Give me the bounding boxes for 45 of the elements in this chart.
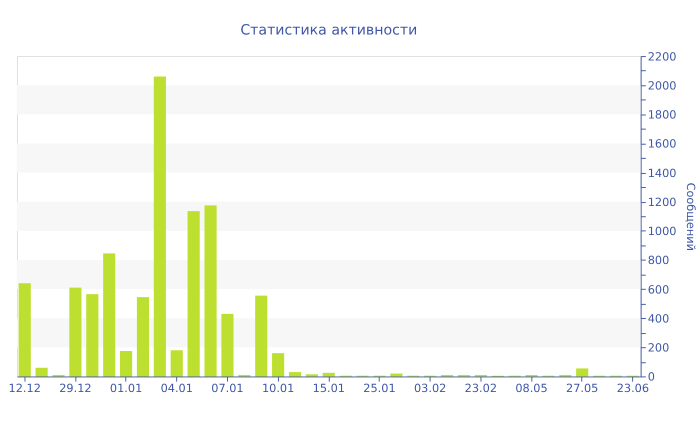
y-tick-label: 1200 — [648, 196, 676, 209]
y-tick-label: 800 — [648, 254, 670, 268]
x-tick-label: 27.05 — [566, 382, 598, 395]
y-tick-label: 0 — [648, 370, 655, 384]
y-tick-label: 1600 — [648, 138, 676, 151]
y-tick-label: 400 — [648, 312, 670, 326]
y-tick-label: 1400 — [648, 166, 676, 180]
bar — [136, 297, 150, 376]
bar — [103, 253, 116, 376]
x-tick-label: 12.12 — [8, 382, 41, 395]
bar — [154, 76, 166, 376]
x-tick-label: 01.01 — [110, 382, 142, 395]
bar — [390, 374, 402, 376]
y-tick-label: 2000 — [648, 79, 676, 92]
bar — [221, 314, 234, 376]
y-tick-label: 2200 — [648, 50, 676, 64]
x-tick-label: 10.01 — [262, 382, 294, 395]
bar — [322, 372, 335, 376]
bar — [288, 372, 302, 376]
x-tick-label: 15.01 — [312, 382, 345, 395]
bar — [576, 368, 588, 376]
bar — [188, 211, 200, 376]
x-tick-label: 04.01 — [160, 382, 193, 395]
x-tick-label: 03.02 — [414, 382, 446, 395]
y-tick-label: 600 — [648, 283, 670, 296]
x-tick-label: 29.12 — [59, 382, 92, 395]
y-tick-label: 200 — [648, 342, 670, 355]
bar — [69, 288, 82, 376]
bar — [170, 350, 183, 376]
bar — [86, 294, 98, 376]
bar — [120, 350, 132, 376]
bar — [204, 205, 217, 376]
bar — [18, 283, 31, 376]
bar — [272, 353, 284, 376]
x-tick-label: 25.01 — [363, 382, 396, 395]
x-tick-label: 07.01 — [211, 382, 244, 395]
x-tick-label: 08.05 — [515, 382, 548, 395]
y-axis-title: Сообщений — [684, 182, 697, 251]
bar — [255, 296, 268, 376]
chart-title: Статистика активности — [240, 22, 418, 38]
x-tick-label: 23.06 — [616, 382, 650, 395]
bar — [36, 368, 48, 376]
x-tick-label: 23.02 — [464, 382, 498, 395]
y-tick-label: 1800 — [648, 108, 676, 122]
y-tick-label: 1000 — [648, 225, 676, 238]
